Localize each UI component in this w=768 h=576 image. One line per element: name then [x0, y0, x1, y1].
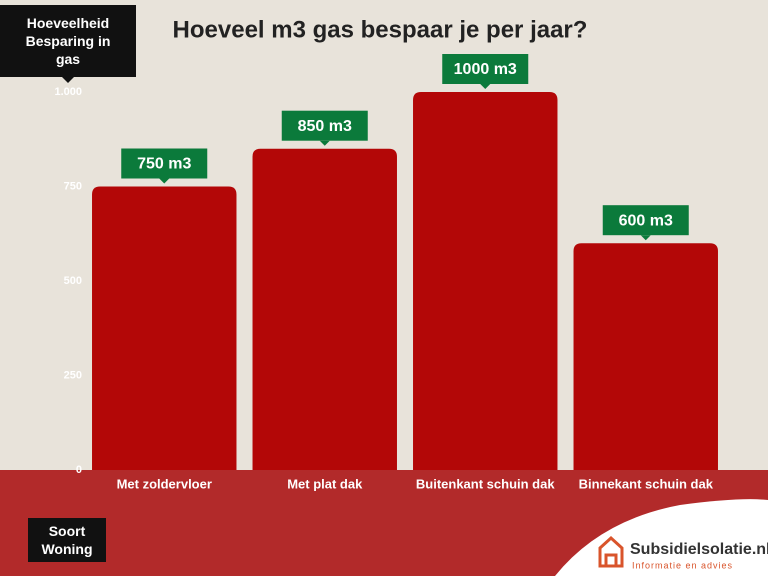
y-tick-label: 500	[64, 275, 82, 287]
x-axis-title: Soort Woning	[28, 518, 106, 562]
value-label-box	[442, 54, 529, 84]
x-axis-title-text: Soort Woning	[41, 523, 93, 557]
value-label: 750 m3	[137, 156, 191, 173]
y-axis-title: Hoeveelheid Besparing in gas	[0, 5, 136, 77]
y-tick-label: 0	[76, 464, 82, 476]
value-label-box	[121, 148, 208, 179]
value-label: 1000 m3	[454, 61, 517, 78]
x-tick-label: Met zoldervloer	[117, 476, 212, 491]
y-tick-label: 250	[64, 369, 82, 381]
value-label-pointer	[480, 84, 491, 89]
y-axis-title-text: Hoeveelheid Besparing in gas	[25, 15, 111, 67]
value-label-box	[602, 205, 689, 236]
x-tick-label: Buitenkant schuin dak	[416, 476, 555, 491]
logo-tagline: Informatie en advies	[632, 560, 733, 570]
y-tick-label: 1.000	[54, 86, 82, 98]
bar	[252, 148, 397, 470]
value-label-pointer	[640, 235, 651, 241]
value-label: 850 m3	[298, 118, 352, 135]
x-tick-label: Met plat dak	[287, 476, 363, 491]
bar	[413, 92, 558, 470]
value-label-pointer	[319, 140, 330, 146]
x-tick-label: Binnekant schuin dak	[579, 476, 714, 491]
value-label-box	[281, 110, 368, 141]
y-axis-title-pointer	[61, 76, 75, 83]
logo-name: Subsidielsolatie.nl	[630, 541, 768, 558]
y-tick-label: 750	[64, 180, 82, 192]
bar	[92, 186, 237, 470]
logo-icon	[598, 535, 624, 568]
logo-background	[555, 499, 768, 576]
value-label: 600 m3	[619, 212, 673, 229]
chart-title: Hoeveel m3 gas bespaar je per jaar?	[173, 16, 588, 43]
value-label-pointer	[159, 178, 170, 184]
bar	[573, 243, 718, 470]
